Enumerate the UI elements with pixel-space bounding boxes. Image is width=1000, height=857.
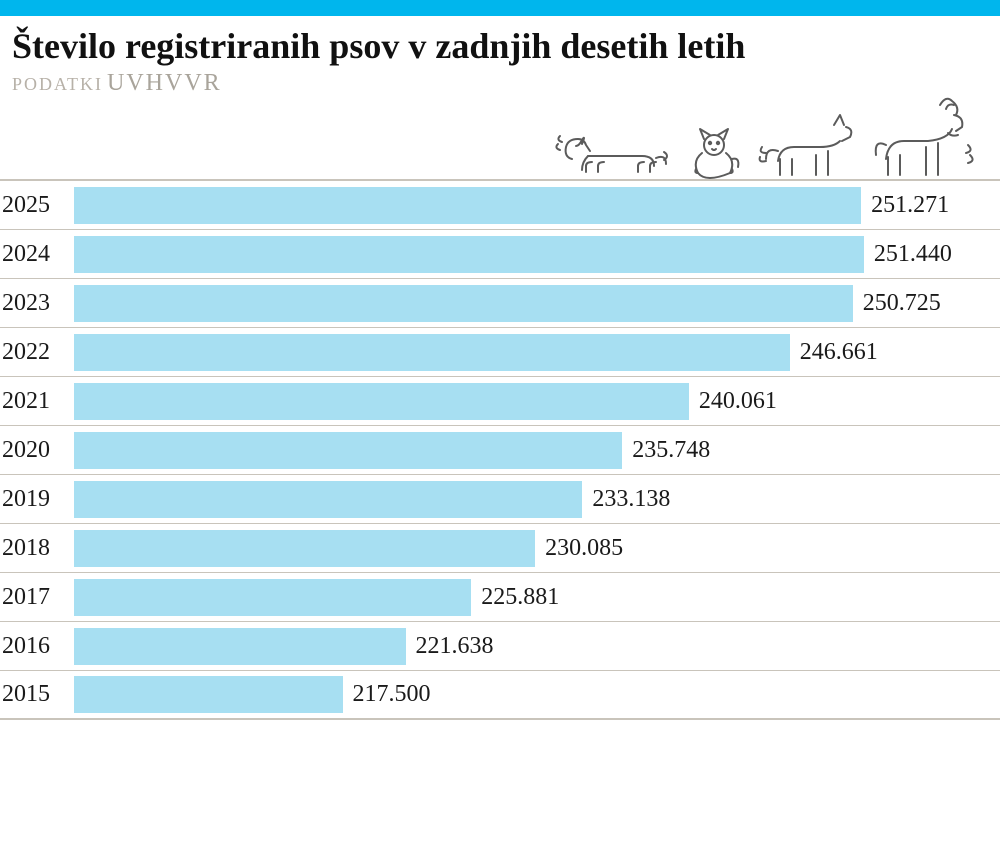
year-label: 2022 — [0, 339, 74, 366]
bar-track: 235.748 — [74, 426, 1000, 474]
top-accent-bar — [0, 0, 1000, 16]
bar-chart: 2025 251.271 2024 251.440 2023 250.725 2022 246… — [0, 179, 1000, 720]
chart-title: Število registriranih psov v zadnjih des… — [12, 26, 988, 66]
year-label: 2025 — [0, 192, 74, 219]
bar-track: 240.061 — [74, 377, 1000, 425]
bar-track: 225.881 — [74, 573, 1000, 621]
header: Število registriranih psov v zadnjih des… — [0, 16, 1000, 99]
value-label: 233.138 — [592, 486, 670, 513]
subtitle-source: UVHVVR — [107, 70, 222, 96]
value-label: 250.725 — [863, 290, 941, 317]
value-label: 221.638 — [416, 633, 494, 660]
year-label: 2021 — [0, 388, 74, 415]
table-row: 2025 251.271 — [0, 181, 1000, 230]
table-row: 2018 230.085 — [0, 524, 1000, 573]
year-label: 2015 — [0, 681, 74, 708]
table-row: 2024 251.440 — [0, 230, 1000, 279]
bar — [74, 530, 535, 567]
value-label: 251.271 — [871, 192, 949, 219]
bar — [74, 579, 471, 616]
table-row: 2021 240.061 — [0, 377, 1000, 426]
table-row: 2017 225.881 — [0, 573, 1000, 622]
bar — [74, 676, 343, 713]
table-row: 2016 221.638 — [0, 622, 1000, 671]
dog-illustration-row — [0, 99, 1000, 179]
dog-icons — [552, 93, 978, 181]
bar-track: 246.661 — [74, 328, 1000, 376]
large-dog-icon — [868, 93, 978, 181]
value-label: 235.748 — [632, 437, 710, 464]
pomeranian-icon — [684, 123, 744, 181]
bar — [74, 481, 582, 518]
dachshund-icon — [552, 126, 672, 181]
bar — [74, 285, 853, 322]
bar — [74, 628, 406, 665]
bar — [74, 187, 861, 224]
year-label: 2023 — [0, 290, 74, 317]
year-label: 2017 — [0, 584, 74, 611]
year-label: 2016 — [0, 633, 74, 660]
table-row: 2020 235.748 — [0, 426, 1000, 475]
table-row: 2022 246.661 — [0, 328, 1000, 377]
bar — [74, 236, 864, 273]
subtitle-label: PODATKI — [12, 74, 103, 94]
value-label: 230.085 — [545, 535, 623, 562]
value-label: 246.661 — [800, 339, 878, 366]
year-label: 2020 — [0, 437, 74, 464]
bar-track: 251.440 — [74, 230, 1000, 278]
bar — [74, 334, 790, 371]
bar-track: 251.271 — [74, 181, 1000, 229]
table-row: 2015 217.500 — [0, 671, 1000, 720]
bar-track: 217.500 — [74, 671, 1000, 718]
bar-track: 233.138 — [74, 475, 1000, 523]
value-label: 217.500 — [353, 681, 431, 708]
bar — [74, 432, 622, 469]
table-row: 2019 233.138 — [0, 475, 1000, 524]
year-label: 2024 — [0, 241, 74, 268]
value-label: 240.061 — [699, 388, 777, 415]
bar — [74, 383, 689, 420]
value-label: 225.881 — [481, 584, 559, 611]
year-label: 2018 — [0, 535, 74, 562]
bar-track: 250.725 — [74, 279, 1000, 327]
value-label: 251.440 — [874, 241, 952, 268]
bar-track: 221.638 — [74, 622, 1000, 670]
terrier-icon — [756, 111, 856, 181]
table-row: 2023 250.725 — [0, 279, 1000, 328]
year-label: 2019 — [0, 486, 74, 513]
bar-track: 230.085 — [74, 524, 1000, 572]
